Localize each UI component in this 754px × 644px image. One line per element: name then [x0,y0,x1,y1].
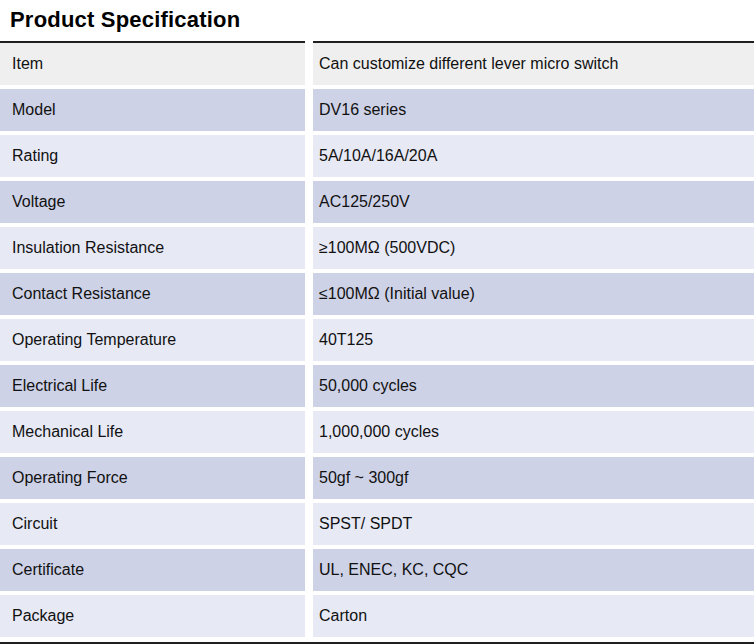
spec-row-contact-resistance: Contact Resistance ≤100MΩ (Initial value… [0,273,754,315]
spec-row-rating: Rating 5A/10A/16A/20A [0,135,754,177]
spec-label: Mechanical Life [0,411,305,453]
spec-label: Insulation Resistance [0,227,305,269]
spec-label: Electrical Life [0,365,305,407]
spec-label: Package [0,595,305,637]
spec-table: Item Can customize different lever micro… [0,41,754,644]
spec-row-insulation-resistance: Insulation Resistance ≥100MΩ (500VDC) [0,227,754,269]
spec-row-operating-force: Operating Force 50gf ~ 300gf [0,457,754,499]
spec-label: Operating Temperature [0,319,305,361]
spec-value: 5A/10A/16A/20A [313,135,754,177]
spec-value: Carton [313,595,754,637]
spec-label: Model [0,89,305,131]
spec-row-operating-temperature: Operating Temperature 40T125 [0,319,754,361]
spec-row-voltage: Voltage AC125/250V [0,181,754,223]
spec-value: 50gf ~ 300gf [313,457,754,499]
spec-value: 50,000 cycles [313,365,754,407]
spec-label: Circuit [0,503,305,545]
spec-value: UL, ENEC, KC, CQC [313,549,754,591]
spec-value: DV16 series [313,89,754,131]
spec-row-circuit: Circuit SPST/ SPDT [0,503,754,545]
spec-row-model: Model DV16 series [0,89,754,131]
spec-row-certificate: Certificate UL, ENEC, KC, CQC [0,549,754,591]
spec-row-mechanical-life: Mechanical Life 1,000,000 cycles [0,411,754,453]
spec-value: ≤100MΩ (Initial value) [313,273,754,315]
spec-value: 1,000,000 cycles [313,411,754,453]
spec-row-item: Item Can customize different lever micro… [0,41,754,85]
spec-row-electrical-life: Electrical Life 50,000 cycles [0,365,754,407]
spec-label: Voltage [0,181,305,223]
page-title: Product Specification [0,0,754,32]
spec-value: AC125/250V [313,181,754,223]
spec-value: 40T125 [313,319,754,361]
spec-label: Rating [0,135,305,177]
spec-label: Contact Resistance [0,273,305,315]
spec-label: Certificate [0,549,305,591]
spec-value: SPST/ SPDT [313,503,754,545]
spec-value: ≥100MΩ (500VDC) [313,227,754,269]
spec-row-package: Package Carton [0,595,754,637]
spec-label: Item [0,41,305,85]
spec-value: Can customize different lever micro swit… [313,41,754,85]
spec-label: Operating Force [0,457,305,499]
